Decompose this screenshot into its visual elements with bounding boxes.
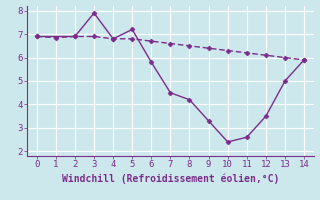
X-axis label: Windchill (Refroidissement éolien,°C): Windchill (Refroidissement éolien,°C): [62, 173, 279, 184]
